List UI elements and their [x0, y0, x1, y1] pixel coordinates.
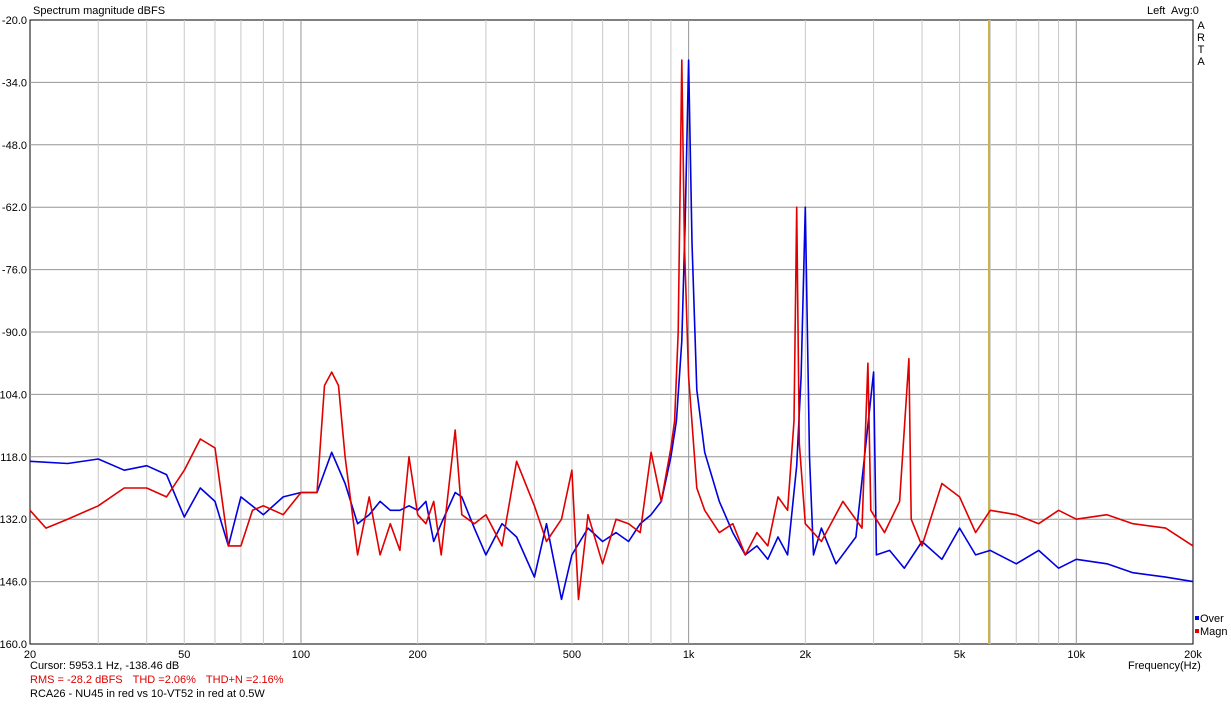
y-tick-label: -146.0 [0, 577, 27, 589]
arta-letter: T [1197, 44, 1205, 56]
y-tick-label: -160.0 [0, 639, 27, 651]
series-lines [29, 59, 1194, 601]
channel-label: Left [1147, 5, 1166, 17]
y-tick-label: -104.0 [0, 389, 27, 401]
arta-letter: A [1197, 56, 1205, 68]
y-tick-label: -76.0 [2, 265, 27, 277]
x-tick-label: 1k [683, 649, 695, 661]
y-tick-labels: -20.0 -34.0 -48.0 -62.0 -76.0 -90.0 -104.0 -118… [0, 15, 27, 651]
legend-swatch [1195, 616, 1199, 620]
legend-swatch [1195, 629, 1199, 633]
x-tick-label: 200 [408, 649, 426, 661]
x-tick-label: 10k [1067, 649, 1085, 661]
grid [30, 20, 1193, 644]
thd-value: THD =2.06% [132, 674, 196, 686]
avg-label: Avg:0 [1171, 5, 1199, 17]
legend-label: Over [1200, 613, 1224, 625]
x-tick-label: 100 [292, 649, 310, 661]
thdn-value: THD+N =2.16% [205, 674, 284, 686]
x-tick-label: 2k [800, 649, 812, 661]
arta-letter: R [1197, 32, 1205, 44]
x-tick-label: 50 [178, 649, 190, 661]
arta-letter: A [1197, 20, 1205, 32]
x-tick-label: 20 [24, 649, 36, 661]
y-tick-label: -20.0 [2, 15, 27, 27]
x-tick-label: 500 [563, 649, 581, 661]
y-tick-label: -118.0 [0, 452, 27, 464]
y-tick-label: -62.0 [2, 202, 27, 214]
y-tick-label: -132.0 [0, 514, 27, 526]
y-tick-label: -48.0 [2, 140, 27, 152]
measurement-note: RCA26 - NU45 in red vs 10-VT52 in red at… [30, 688, 265, 700]
measurement-readout: RMS = -28.2 dBFS THD =2.06% THD+N =2.16% [30, 674, 284, 687]
chart-title: Spectrum magnitude dBFS [33, 5, 166, 17]
legend-label: Magn [1200, 626, 1228, 638]
x-axis-label: Frequency(Hz) [1128, 660, 1201, 672]
x-tick-label: 5k [954, 649, 966, 661]
rms-value: RMS = -28.2 dBFS [30, 674, 123, 686]
cursor-readout: Cursor: 5953.1 Hz, -138.46 dB [30, 660, 180, 672]
series-line-magn [29, 59, 1194, 601]
arta-brand: A R T A [1196, 20, 1206, 68]
y-tick-label: -90.0 [2, 327, 27, 339]
x-tick-labels: 20 50 100 200 500 1k 2k 5k 10k 20k [24, 649, 1202, 661]
y-tick-label: -34.0 [2, 77, 27, 89]
x-tick-label: 20k [1184, 649, 1202, 661]
